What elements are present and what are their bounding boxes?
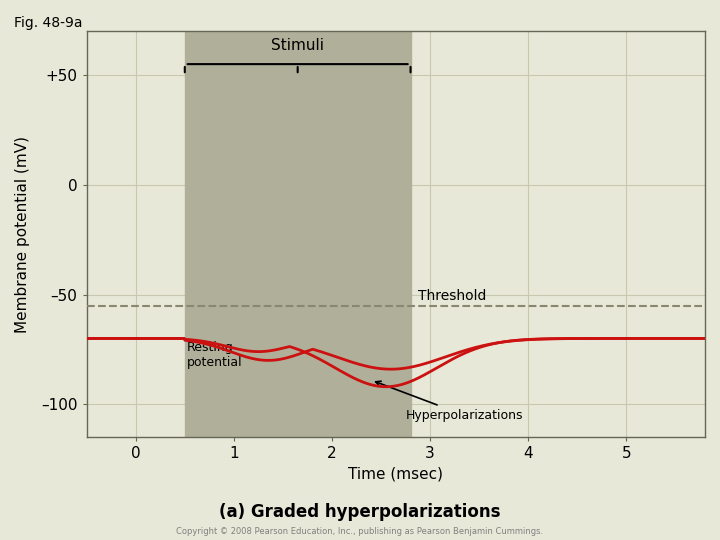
Text: Fig. 48-9a: Fig. 48-9a xyxy=(14,16,83,30)
Text: Copyright © 2008 Pearson Education, Inc., publishing as Pearson Benjamin Cumming: Copyright © 2008 Pearson Education, Inc.… xyxy=(176,526,544,536)
Text: Hyperpolarizations: Hyperpolarizations xyxy=(376,381,523,422)
Bar xyxy=(185,31,410,437)
Text: (a) Graded hyperpolarizations: (a) Graded hyperpolarizations xyxy=(220,503,500,521)
Y-axis label: Membrane potential (mV): Membrane potential (mV) xyxy=(15,136,30,333)
X-axis label: Time (msec): Time (msec) xyxy=(348,467,444,482)
Text: Resting
potential: Resting potential xyxy=(186,341,243,369)
Text: Stimuli: Stimuli xyxy=(271,38,324,53)
Text: Threshold: Threshold xyxy=(418,289,487,303)
